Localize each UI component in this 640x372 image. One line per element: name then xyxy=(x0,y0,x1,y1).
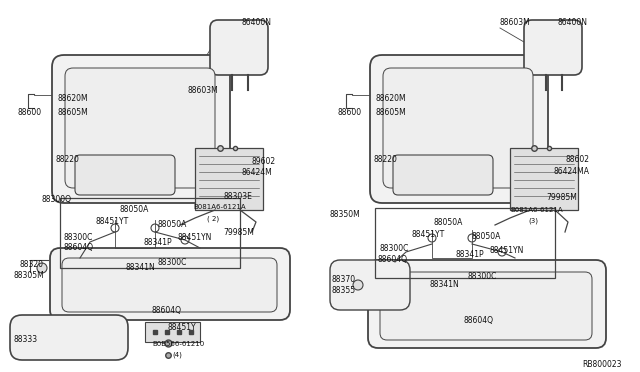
Text: 88300C: 88300C xyxy=(64,233,93,242)
FancyBboxPatch shape xyxy=(210,20,268,75)
FancyBboxPatch shape xyxy=(330,260,410,310)
Text: 86424MA: 86424MA xyxy=(553,167,589,176)
Text: 88300C: 88300C xyxy=(379,244,408,253)
Text: 88605M: 88605M xyxy=(58,108,89,117)
Text: B081A6-6121A: B081A6-6121A xyxy=(510,207,563,213)
Text: 88355: 88355 xyxy=(332,286,356,295)
Text: 88451YN: 88451YN xyxy=(490,246,524,255)
Text: 88050A: 88050A xyxy=(120,205,149,214)
Text: 88300C: 88300C xyxy=(468,272,497,281)
Text: 86424M: 86424M xyxy=(242,168,273,177)
Text: 88050A: 88050A xyxy=(472,232,501,241)
FancyBboxPatch shape xyxy=(370,55,548,203)
Text: 88050A: 88050A xyxy=(433,218,462,227)
FancyBboxPatch shape xyxy=(75,155,175,195)
Text: 88604Q: 88604Q xyxy=(377,255,407,264)
Text: 88300Q: 88300Q xyxy=(42,195,72,204)
Text: 88451Y: 88451Y xyxy=(168,323,196,332)
FancyBboxPatch shape xyxy=(10,315,128,360)
FancyBboxPatch shape xyxy=(50,248,290,320)
Text: RB800023: RB800023 xyxy=(582,360,622,369)
Bar xyxy=(60,198,240,268)
Text: B081A6-6121A: B081A6-6121A xyxy=(193,204,246,210)
Text: 88370: 88370 xyxy=(332,275,356,284)
FancyBboxPatch shape xyxy=(393,155,493,195)
Text: 88341N: 88341N xyxy=(430,280,460,289)
Text: B0B566-61210: B0B566-61210 xyxy=(152,341,204,347)
Text: 88220: 88220 xyxy=(373,155,397,164)
Text: 88620M: 88620M xyxy=(58,94,88,103)
Text: 88341P: 88341P xyxy=(456,250,484,259)
Text: 88300C: 88300C xyxy=(158,258,188,267)
FancyBboxPatch shape xyxy=(65,68,215,188)
FancyBboxPatch shape xyxy=(368,260,606,348)
Text: 88600: 88600 xyxy=(338,108,362,117)
Circle shape xyxy=(353,280,363,290)
FancyBboxPatch shape xyxy=(62,258,277,312)
Text: 88604Q: 88604Q xyxy=(64,243,94,252)
Text: 88600: 88600 xyxy=(18,108,42,117)
Bar xyxy=(195,148,263,210)
FancyBboxPatch shape xyxy=(383,68,533,188)
Text: (3): (3) xyxy=(528,218,538,224)
Text: 88603M: 88603M xyxy=(500,18,531,27)
Text: 86400N: 86400N xyxy=(242,18,272,27)
Text: 88620M: 88620M xyxy=(376,94,406,103)
Text: 88604Q: 88604Q xyxy=(463,316,493,325)
Text: ( 2): ( 2) xyxy=(207,215,219,221)
Bar xyxy=(375,208,555,278)
Text: (4): (4) xyxy=(172,352,182,359)
FancyBboxPatch shape xyxy=(380,272,592,340)
Circle shape xyxy=(37,263,47,273)
FancyBboxPatch shape xyxy=(52,55,230,203)
Text: 88451YT: 88451YT xyxy=(96,217,129,226)
Text: 88350M: 88350M xyxy=(330,210,361,219)
Text: 88050A: 88050A xyxy=(158,220,188,229)
Text: 88451YN: 88451YN xyxy=(177,233,211,242)
Text: 88451YT: 88451YT xyxy=(411,230,444,239)
Text: 79985M: 79985M xyxy=(546,193,577,202)
Text: 86400N: 86400N xyxy=(558,18,588,27)
Text: 88602: 88602 xyxy=(566,155,590,164)
Text: 88603M: 88603M xyxy=(188,86,219,95)
Text: 88604Q: 88604Q xyxy=(152,306,182,315)
Text: 88605M: 88605M xyxy=(376,108,407,117)
Text: 88320: 88320 xyxy=(20,260,44,269)
Text: 88341N: 88341N xyxy=(126,263,156,272)
Text: 88220: 88220 xyxy=(55,155,79,164)
Text: 88305M: 88305M xyxy=(14,271,45,280)
Text: 79985M: 79985M xyxy=(223,228,254,237)
FancyBboxPatch shape xyxy=(524,20,582,75)
Bar xyxy=(510,148,578,210)
Text: 88341P: 88341P xyxy=(143,238,172,247)
Bar xyxy=(145,322,200,342)
Text: 88333: 88333 xyxy=(14,335,38,344)
Text: 89602: 89602 xyxy=(252,157,276,166)
Text: 88303E: 88303E xyxy=(224,192,253,201)
